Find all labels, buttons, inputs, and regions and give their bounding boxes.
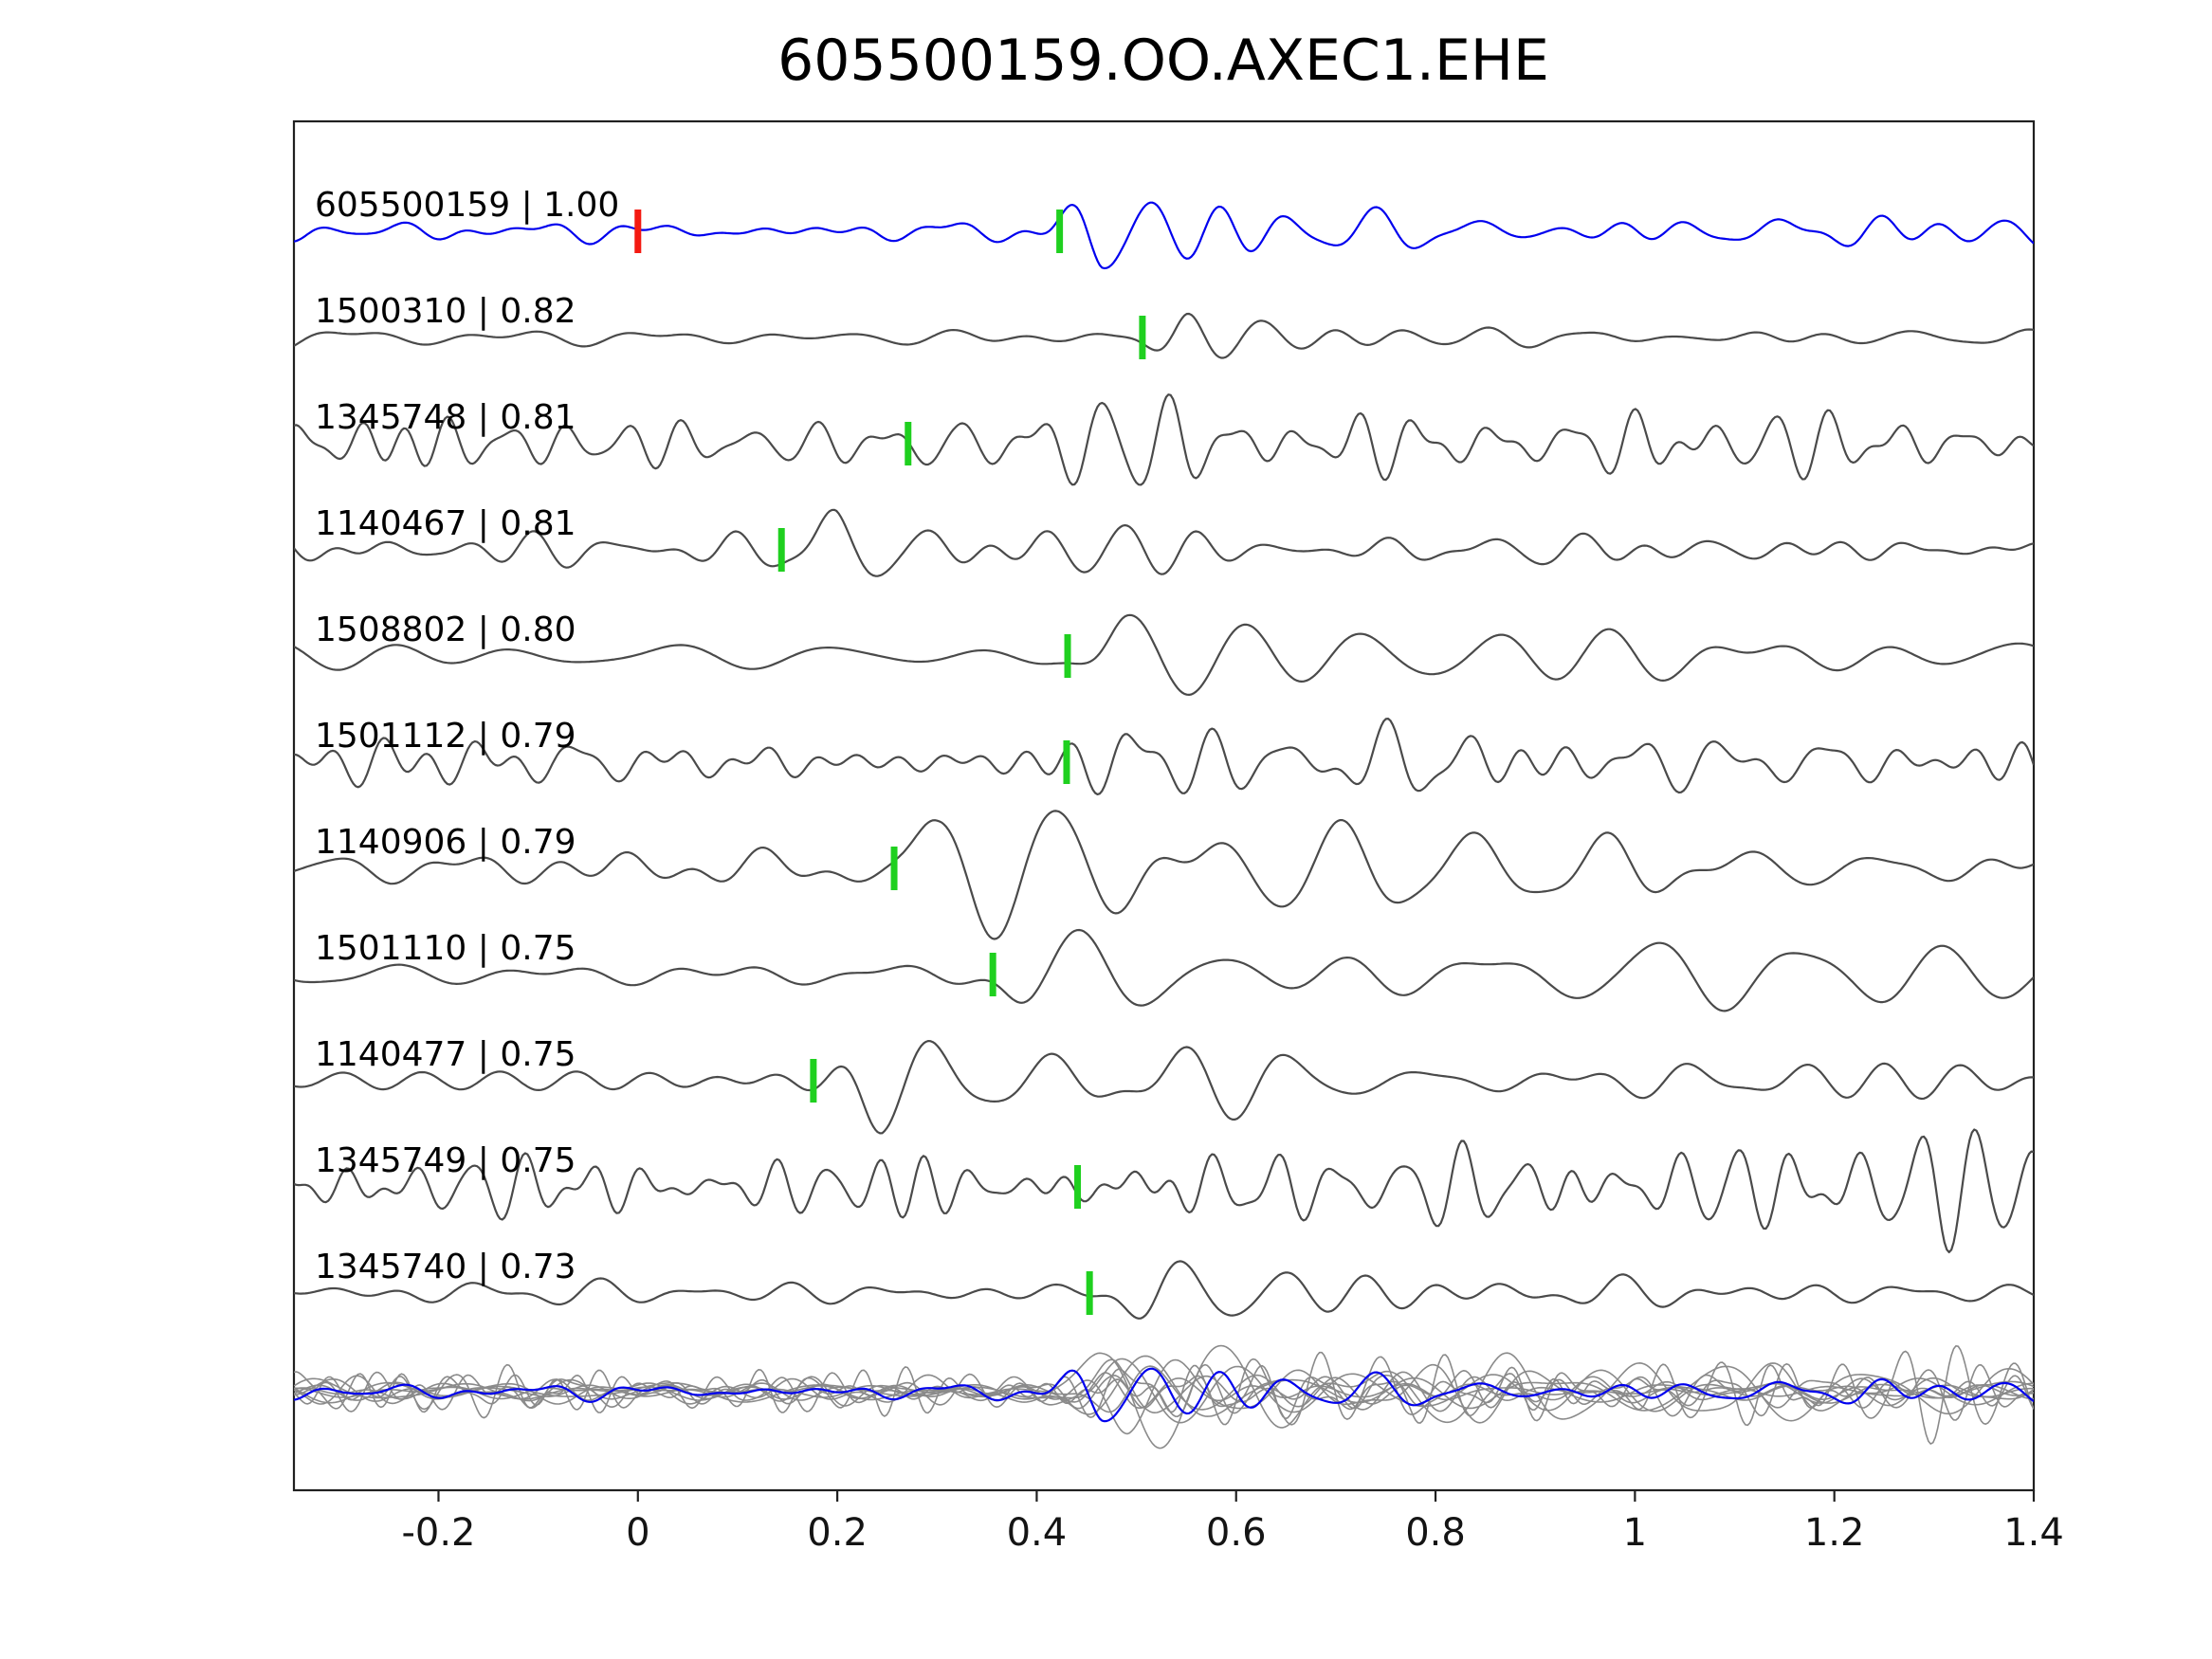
pick-markers-group [634,210,1146,1315]
pick-marker-605500159 [1056,210,1064,253]
overlay-waveform-1140906 [294,1344,2034,1449]
x-tick-label: 0.6 [1206,1511,1267,1555]
pick-marker-1345748 [905,422,912,465]
x-tick-label: 1.2 [1804,1511,1865,1555]
pick-marker-1345740 [1086,1271,1093,1315]
x-tick-label: 0.4 [1007,1511,1068,1555]
trace-label-1501112: 1501112 | 0.79 [315,717,576,756]
trace-waveform-1140467 [294,508,2034,577]
trace-label-1345748: 1345748 | 0.81 [315,398,576,437]
overlay-waveform-template-605500159 [294,1367,2034,1423]
pick-marker-1501112 [1063,740,1070,784]
x-tick-label: 1.4 [2003,1511,2064,1555]
trace-waveform-1501110 [294,928,2034,1012]
origin-marker-605500159 [634,210,642,253]
pick-marker-1345749 [1074,1165,1082,1209]
x-tick-label: 0 [626,1511,649,1555]
trace-waveform-1345748 [294,393,2034,486]
pick-marker-1140467 [777,528,785,572]
x-axis-ticks: -0.2 0 0.2 0.4 0.6 0.8 1 1.2 1.4 [401,1490,2064,1555]
pick-marker-1501110 [989,953,996,996]
trace-label-1140477: 1140477 | 0.75 [315,1035,576,1074]
x-tick-label: -0.2 [401,1511,475,1555]
overlay-waveform-1345749 [294,1345,2034,1445]
trace-waveform-1140906 [294,810,2034,940]
trace-waveform-1345749 [294,1128,2034,1254]
figure-title: 605500159.OO.AXEC1.EHE [777,27,1549,94]
trace-label-1501110: 1501110 | 0.75 [315,929,576,968]
trace-group [294,201,2034,1320]
trace-label-1345749: 1345749 | 0.75 [315,1141,576,1180]
trace-label-1508802: 1508802 | 0.80 [315,611,576,649]
trace-waveform-1345740 [294,1260,2034,1320]
overlay-trace-group [294,1344,2034,1449]
trace-labels-group: 605500159 | 1.00 1500310 | 0.82 1345748 | … [315,186,619,1286]
trace-waveform-1508802 [294,613,2034,697]
pick-marker-1508802 [1064,634,1071,678]
pick-marker-1140477 [810,1059,817,1103]
trace-label-605500159: 605500159 | 1.00 [315,186,619,225]
trace-waveform-605500159 [294,201,2034,270]
trace-label-1140467: 1140467 | 0.81 [315,504,576,543]
trace-waveform-1500310 [294,312,2034,359]
trace-label-1345740: 1345740 | 0.73 [315,1248,576,1286]
trace-waveform-1140477 [294,1039,2034,1135]
pick-marker-1140906 [890,847,898,890]
trace-label-1500310: 1500310 | 0.82 [315,292,576,331]
overlay-waveform-1508802 [294,1358,2034,1424]
x-tick-label: 0.8 [1405,1511,1466,1555]
pick-marker-1500310 [1139,316,1146,359]
trace-label-1140906: 1140906 | 0.79 [315,823,576,862]
x-tick-label: 1 [1623,1511,1647,1555]
plot-area-border [292,119,2036,1492]
x-tick-label: 0.2 [807,1511,868,1555]
overlay-waveform-1345740 [294,1365,2034,1413]
trace-waveform-1501112 [294,717,2034,796]
